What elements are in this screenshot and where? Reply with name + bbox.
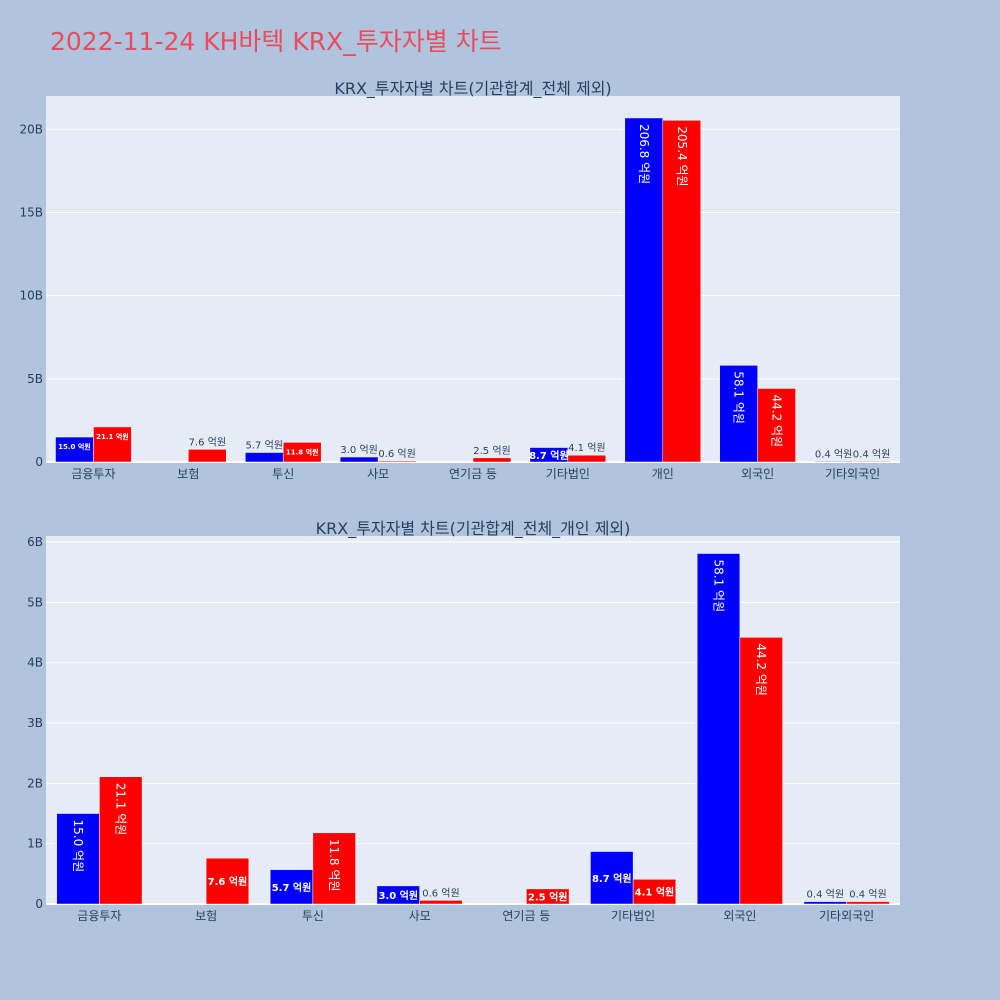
bar-value-label: 0.6 억원 [378,448,415,460]
bar [846,901,890,905]
chart-bottom: 0 1B 2B 3B 4B 5B 6B KRX_투자자별 차트(기관합계_전체_개인 제외) 금… [27,519,900,923]
bar-value-label: 0.4 억원 [853,448,890,460]
bar-value-label: 4.1 억원 [635,886,675,899]
bar-value-label: 0.6 억원 [422,887,459,899]
bar-value-label: 5.7 억원 [272,881,312,894]
bar-value-label: 58.1 억원 [712,559,726,612]
x-tick-label: 사모 [409,909,431,923]
chart-title: KRX_투자자별 차트(기관합계_전체 제외) [334,79,611,99]
bar-value-label: 5.7 억원 [246,440,283,452]
bar-value-label: 4.1 억원 [568,442,605,454]
bar [377,460,417,463]
x-tick-label: 보험 [195,909,217,923]
x-tick-label: 기타외국인 [825,467,880,481]
bar [376,885,420,905]
bar [188,449,227,463]
bar-value-label: 3.0 억원 [378,889,418,902]
bar [662,120,701,463]
bar-value-label: 44.2 억원 [770,394,784,447]
y-tick-label: 6B [27,535,43,549]
bar [269,869,314,905]
bar [245,452,284,463]
bar [99,776,143,905]
chart-title: KRX_투자자별 차트(기관합계_전체_개인 제외) [316,519,631,539]
bar-value-label: 11.8 억원 [327,839,341,892]
bar-value-label: 0.4 억원 [849,889,886,901]
bar [624,117,664,463]
x-tick-label: 기타법인 [546,467,590,481]
y-tick-label: 5B [27,372,43,386]
bar [419,900,463,905]
y-tick-label: 0 [35,897,43,911]
x-tick-label: 금융투자 [71,467,115,481]
bar [472,457,512,463]
bar-value-label: 0.4 억원 [815,448,852,460]
x-tick-label: 보험 [177,467,199,481]
bar-value-label: 15.0 억원 [71,820,85,873]
bar [56,813,100,905]
x-tick-label: 금융투자 [77,909,121,923]
bar-value-label: 205.4 억원 [675,126,689,186]
x-tick-label: 연기금 등 [502,909,550,923]
bar-value-label: 58.1 억원 [732,371,746,424]
bar-value-label: 8.7 억원 [529,449,569,462]
x-tick-label: 사모 [367,467,389,481]
bar-value-label: 7.6 억원 [208,875,248,888]
x-tick-label: 외국인 [723,909,756,923]
bar [739,637,783,905]
bar [632,879,677,905]
bar-value-label: 15.0 억원 [58,442,91,451]
bar-value-label: 206.8 억원 [637,124,651,184]
bar [205,857,250,905]
bar [803,901,847,905]
bar-value-label: 3.0 억원 [340,444,377,456]
bar-value-label: 11.8 억원 [286,447,319,456]
bar-value-label: 2.5 억원 [473,445,510,457]
y-tick-label: 0 [35,455,43,469]
bar-value-label: 8.7 억원 [592,872,632,885]
bar [696,553,741,905]
bar-value-label: 44.2 억원 [754,643,768,696]
y-tick-label: 20B [19,122,43,136]
bar [282,442,322,463]
y-tick-label: 3B [27,716,43,730]
bar [529,447,569,463]
bar [339,456,379,463]
bar [590,851,634,905]
bar [814,461,853,463]
bar [757,388,796,463]
bar [93,426,132,463]
x-tick-label: 외국인 [741,467,774,481]
bar [55,436,94,463]
bar [852,461,891,463]
bar-value-label: 21.1 억원 [114,783,128,836]
y-tick-label: 10B [19,289,43,303]
x-tick-label: 투신 [272,467,294,481]
page-title: 2022-11-24 KH바텍 KRX_투자자별 차트 [50,27,502,56]
bar-value-label: 7.6 억원 [189,436,226,448]
bar [312,832,356,905]
y-tick-label: 15B [19,205,43,219]
y-tick-label: 2B [27,776,43,790]
x-tick-label: 기타외국인 [819,909,874,923]
bar [526,888,570,905]
y-tick-label: 5B [27,595,43,609]
bar [567,454,607,463]
chart-top: 0 5B 10B 15B 20B KRX_투자자별 차트(기관합계_전체 제외) 금융투자 1… [19,79,900,481]
x-tick-label: 투신 [302,909,324,923]
bar-value-label: 21.1 억원 [96,432,129,441]
bar-value-label: 2.5 억원 [528,890,568,903]
x-tick-label: 연기금 등 [449,467,497,481]
y-tick-label: 4B [27,656,43,670]
x-tick-label: 개인 [652,467,674,481]
x-tick-label: 기타법인 [611,909,655,923]
y-tick-label: 1B [27,837,43,851]
bar-value-label: 0.4 억원 [807,889,844,901]
